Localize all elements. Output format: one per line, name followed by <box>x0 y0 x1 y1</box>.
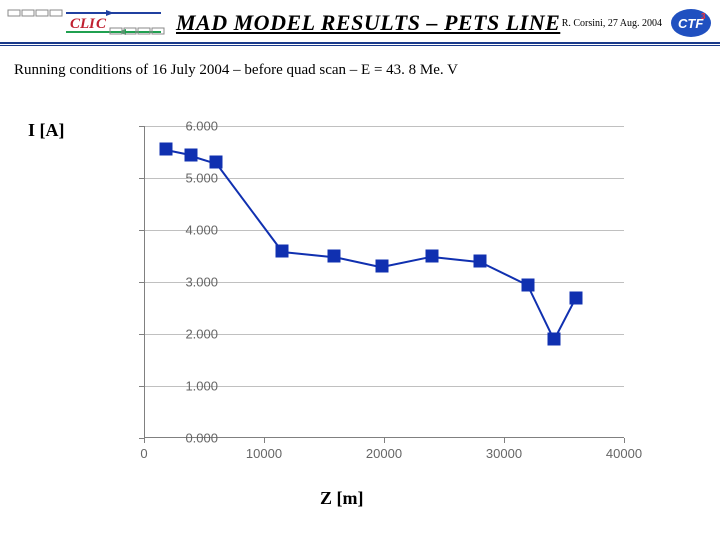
x-tick-label: 30000 <box>486 446 522 461</box>
y-axis-label: I [A] <box>28 120 65 141</box>
header-rule <box>0 42 720 46</box>
y-tick <box>139 386 144 387</box>
x-axis-label: Z [m] <box>320 488 364 509</box>
data-marker <box>426 250 439 263</box>
y-tick <box>139 282 144 283</box>
chart: 0.000 1.000 2.000 3.000 4.000 5.000 6.000 0 1000… <box>88 110 648 480</box>
y-tick-label: 5.000 <box>168 171 218 186</box>
clic-logo: C L I C <box>6 4 166 42</box>
svg-text:I: I <box>88 16 96 32</box>
ctf-logo: CTF 3 <box>668 7 714 39</box>
data-marker <box>375 260 388 273</box>
y-tick <box>139 230 144 231</box>
y-tick <box>139 126 144 127</box>
y-tick-label: 3.000 <box>168 275 218 290</box>
header-date: R. Corsini, 27 Aug. 2004 <box>562 18 662 29</box>
svg-text:C: C <box>96 16 107 32</box>
y-tick-label: 1.000 <box>168 379 218 394</box>
x-tick-label: 0 <box>140 446 147 461</box>
x-tick <box>504 438 505 443</box>
data-marker <box>184 148 197 161</box>
x-tick-label: 20000 <box>366 446 402 461</box>
subtitle: Running conditions of 16 July 2004 – bef… <box>14 62 458 79</box>
y-tick-label: 4.000 <box>168 223 218 238</box>
x-tick <box>384 438 385 443</box>
header: C L I C MAD MODEL RESULTS – PETS LINE R.… <box>0 0 720 46</box>
x-tick-label: 40000 <box>606 446 642 461</box>
data-marker <box>210 156 223 169</box>
data-marker <box>276 244 289 257</box>
y-tick <box>139 334 144 335</box>
data-marker <box>327 250 340 263</box>
x-tick-label: 10000 <box>246 446 282 461</box>
svg-text:3: 3 <box>701 12 706 21</box>
x-tick <box>624 438 625 443</box>
data-marker <box>474 255 487 268</box>
x-tick <box>264 438 265 443</box>
y-tick-label: 2.000 <box>168 327 218 342</box>
y-tick-label: 6.000 <box>168 119 218 134</box>
x-tick <box>144 438 145 443</box>
y-tick-label: 0.000 <box>168 431 218 446</box>
data-marker <box>159 143 172 156</box>
data-marker <box>522 278 535 291</box>
page-title: MAD MODEL RESULTS – PETS LINE <box>166 10 562 36</box>
svg-text:L: L <box>79 16 89 32</box>
data-marker <box>570 291 583 304</box>
data-marker <box>548 333 561 346</box>
y-tick <box>139 178 144 179</box>
